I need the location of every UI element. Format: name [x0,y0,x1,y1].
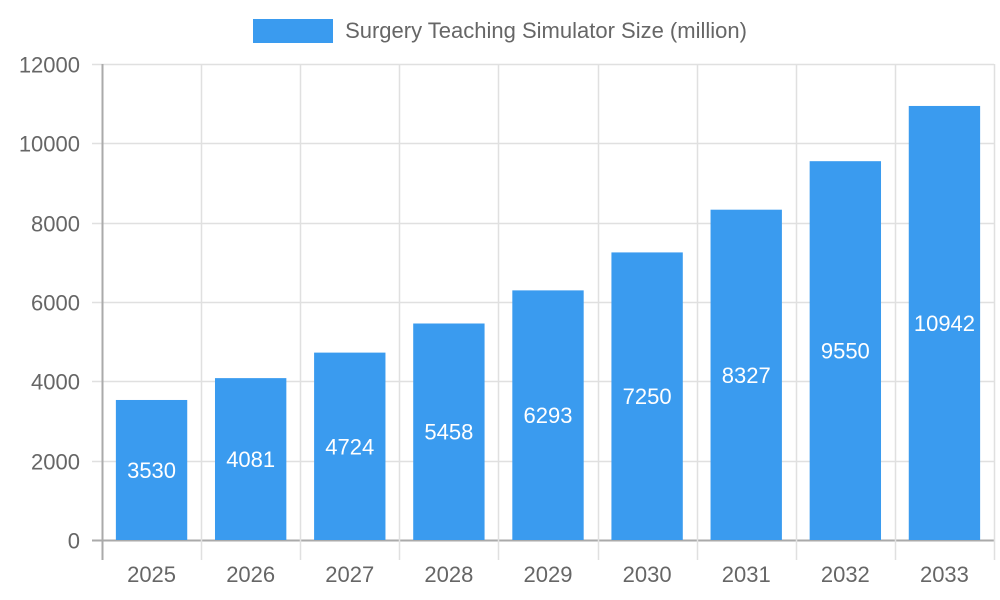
bar-value-label: 5458 [424,420,473,445]
bar-2032[interactable] [809,161,882,540]
y-axis: 0 2000 4000 6000 8000 10000 12000 [19,53,80,554]
y-tick-label: 8000 [31,212,80,237]
bar-2027[interactable] [314,352,386,540]
x-tick-label: 2033 [920,562,969,587]
bar-2025[interactable] [115,399,188,540]
y-tick-label: 2000 [31,450,80,475]
x-tick-label: 2032 [821,562,870,587]
x-tick-label: 2026 [226,562,275,587]
y-tick-label: 4000 [31,370,80,395]
bar-value-label: 7250 [623,384,672,409]
y-tick-label: 12000 [19,53,80,78]
bar-value-label: 9550 [821,339,870,364]
x-axis: 2025 2026 2027 2028 2029 2030 2031 2032 2033 [127,562,969,587]
bar-2028[interactable] [413,323,485,540]
chart-legend: Surgery Teaching Simulator Size (million… [0,18,1000,44]
bar-2031[interactable] [710,209,782,540]
bar-value-label: 4724 [325,434,374,459]
x-tick-label: 2030 [623,562,672,587]
bar-value-label: 8327 [722,363,771,388]
bar-series: 3530 4081 4724 5458 6293 7250 8327 9550 10942 [115,105,981,540]
legend-swatch[interactable] [253,19,334,43]
bar-value-label: 10942 [914,311,975,336]
x-tick-label: 2025 [127,562,176,587]
y-tick-label: 10000 [19,132,80,157]
y-tick-label: 6000 [31,291,80,316]
x-tick-label: 2029 [524,562,573,587]
bar-2030[interactable] [611,252,683,540]
bar-2026[interactable] [214,378,287,540]
y-tick-label: 0 [68,529,80,554]
bar-2033[interactable] [908,105,981,540]
gridlines [92,63,996,560]
x-tick-label: 2027 [325,562,374,587]
legend-label[interactable]: Surgery Teaching Simulator Size (million… [345,18,747,43]
x-tick-label: 2028 [424,562,473,587]
bar-value-label: 3530 [127,458,176,483]
bar-value-label: 6293 [524,403,573,428]
bar-value-label: 4081 [226,447,275,472]
x-tick-label: 2031 [722,562,771,587]
bar-2029[interactable] [512,290,584,540]
